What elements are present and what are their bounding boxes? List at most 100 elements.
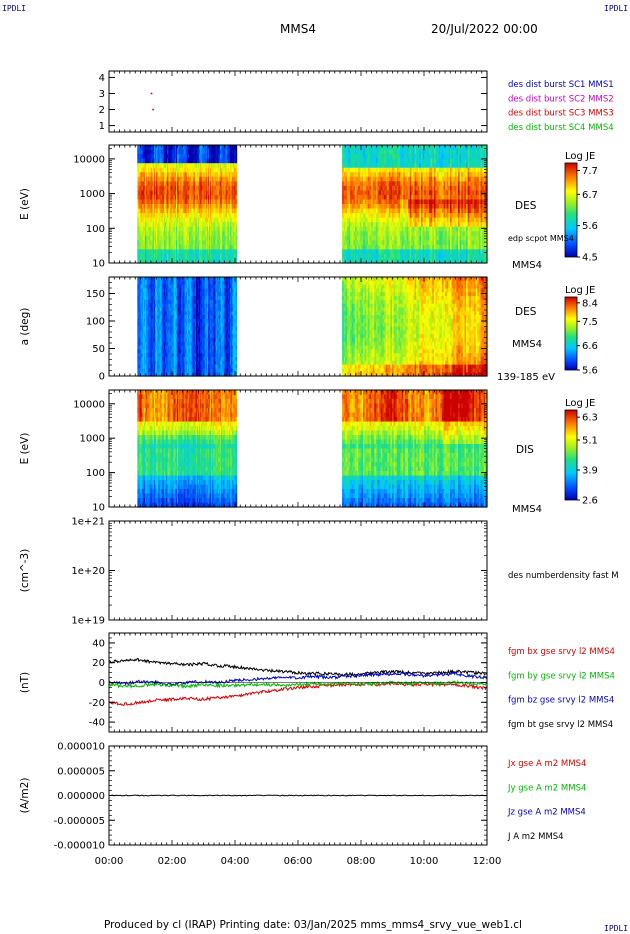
spectrogram-cell bbox=[429, 176, 432, 182]
spectrogram-cell bbox=[438, 235, 441, 241]
spectrogram-cell bbox=[194, 158, 197, 164]
spectrogram-cell bbox=[207, 176, 210, 182]
spectrogram-cell bbox=[152, 199, 155, 205]
spectrogram-cell bbox=[194, 167, 197, 173]
spectrogram-cell bbox=[214, 167, 217, 173]
spectrogram-cell bbox=[223, 222, 226, 228]
spectrogram-cell bbox=[218, 249, 221, 255]
spectrogram-cell bbox=[182, 154, 185, 160]
spectrogram-cell bbox=[195, 208, 198, 214]
spectrogram-cell bbox=[229, 199, 232, 205]
spectrogram-cell bbox=[398, 176, 401, 182]
spectrogram-cell bbox=[182, 199, 185, 205]
spectrogram-cell bbox=[233, 217, 235, 223]
spectrogram-cell bbox=[467, 190, 470, 196]
spectrogram-cell bbox=[437, 149, 440, 155]
spectrogram-cell bbox=[168, 258, 170, 264]
spectrogram-cell bbox=[451, 194, 454, 201]
spectrogram-cell bbox=[356, 235, 359, 241]
spectrogram-cell bbox=[203, 181, 206, 187]
spectrogram-cell bbox=[467, 231, 470, 237]
spectrogram-cell bbox=[469, 167, 472, 173]
spectrogram-cell bbox=[371, 181, 374, 187]
spectrogram-cell bbox=[151, 149, 154, 155]
spectrogram-cell bbox=[146, 181, 148, 187]
spectrogram-cell bbox=[456, 258, 459, 264]
spectrogram-cell bbox=[164, 185, 167, 191]
spectrogram-cell bbox=[348, 149, 351, 155]
spectrogram-cell bbox=[469, 199, 472, 205]
spectrogram-cell bbox=[220, 145, 222, 151]
spectrogram-cell bbox=[361, 226, 364, 232]
spectrogram-cell bbox=[225, 199, 228, 205]
spectrogram-cell bbox=[419, 244, 422, 250]
spectrogram-cell bbox=[171, 249, 174, 255]
spectrogram-cell bbox=[359, 244, 363, 250]
spectrogram-cell bbox=[462, 149, 466, 155]
spectrogram-cell bbox=[218, 235, 221, 241]
spectrogram-cell bbox=[363, 199, 366, 205]
spectrogram-cell bbox=[141, 231, 144, 237]
spectrogram-cell bbox=[371, 217, 374, 223]
spectrogram-cell bbox=[441, 208, 445, 214]
spectrogram-cell bbox=[189, 167, 191, 173]
spectrogram-cell bbox=[139, 154, 142, 160]
spectrogram-cell bbox=[156, 154, 158, 160]
spectrogram-cell bbox=[467, 240, 470, 246]
spectrogram-cell bbox=[225, 167, 228, 173]
spectrogram-cell bbox=[356, 163, 359, 169]
spectrogram-cell bbox=[403, 185, 406, 191]
spectrogram-cell bbox=[445, 176, 448, 182]
spectrogram-cell bbox=[157, 145, 159, 151]
spectrogram-cell bbox=[385, 235, 388, 241]
spectrogram-cell bbox=[433, 158, 437, 164]
spectrogram-cell bbox=[449, 158, 453, 164]
spectrogram-cell bbox=[456, 185, 459, 191]
spectrogram-cell bbox=[420, 194, 424, 201]
spectrogram-cell bbox=[433, 231, 437, 237]
spectrogram-cell bbox=[367, 222, 371, 228]
spectrogram-cell bbox=[366, 217, 369, 223]
spectrogram-cell bbox=[383, 231, 387, 237]
spectrogram-cell bbox=[207, 253, 210, 260]
spectrogram-cell bbox=[433, 172, 437, 178]
spectrogram-cell bbox=[438, 240, 441, 246]
spectrogram-cell bbox=[380, 235, 383, 241]
spectrogram-cell bbox=[367, 253, 371, 260]
spectrogram-cell bbox=[227, 226, 230, 232]
spectrogram-cell bbox=[175, 199, 178, 205]
spectrogram-cell bbox=[177, 253, 179, 260]
spectrogram-cell bbox=[194, 176, 197, 182]
spectrogram-cell bbox=[172, 199, 175, 205]
spectrogram-cell bbox=[206, 185, 209, 191]
spectrogram-cell bbox=[162, 213, 165, 219]
spectrogram-cell bbox=[461, 249, 464, 255]
spectrogram-cell bbox=[414, 163, 417, 169]
spectrogram-cell bbox=[220, 181, 222, 187]
spectrogram-cell bbox=[191, 145, 194, 151]
spectrogram-cell bbox=[438, 167, 441, 173]
spectrogram-cell bbox=[411, 217, 414, 223]
spectrogram-cell bbox=[150, 253, 153, 260]
spectrogram-cell bbox=[393, 217, 396, 223]
spectrogram-cell bbox=[214, 204, 217, 210]
spectrogram-cell bbox=[203, 249, 206, 255]
spectrogram-cell bbox=[193, 213, 196, 219]
spectrogram-cell bbox=[392, 154, 395, 160]
spectrogram-cell bbox=[408, 194, 411, 201]
spectrogram-cell bbox=[212, 190, 215, 196]
spectrogram-cell bbox=[404, 231, 408, 237]
spectrogram-cell bbox=[154, 149, 157, 155]
spectrogram-cell bbox=[175, 258, 178, 264]
spectrogram-cell bbox=[151, 208, 154, 214]
spectrogram-cell bbox=[175, 149, 178, 155]
spectrogram-cell bbox=[179, 226, 181, 232]
spectrogram-cell bbox=[160, 217, 163, 223]
spectrogram-cell bbox=[411, 154, 414, 160]
spectrogram-cell bbox=[181, 185, 184, 191]
spectrogram-cell bbox=[202, 226, 205, 232]
spectrogram-cell bbox=[233, 235, 235, 241]
spectrogram-cell bbox=[401, 244, 404, 250]
spectrogram-cell bbox=[449, 231, 453, 237]
spectrogram-cell bbox=[383, 253, 387, 260]
